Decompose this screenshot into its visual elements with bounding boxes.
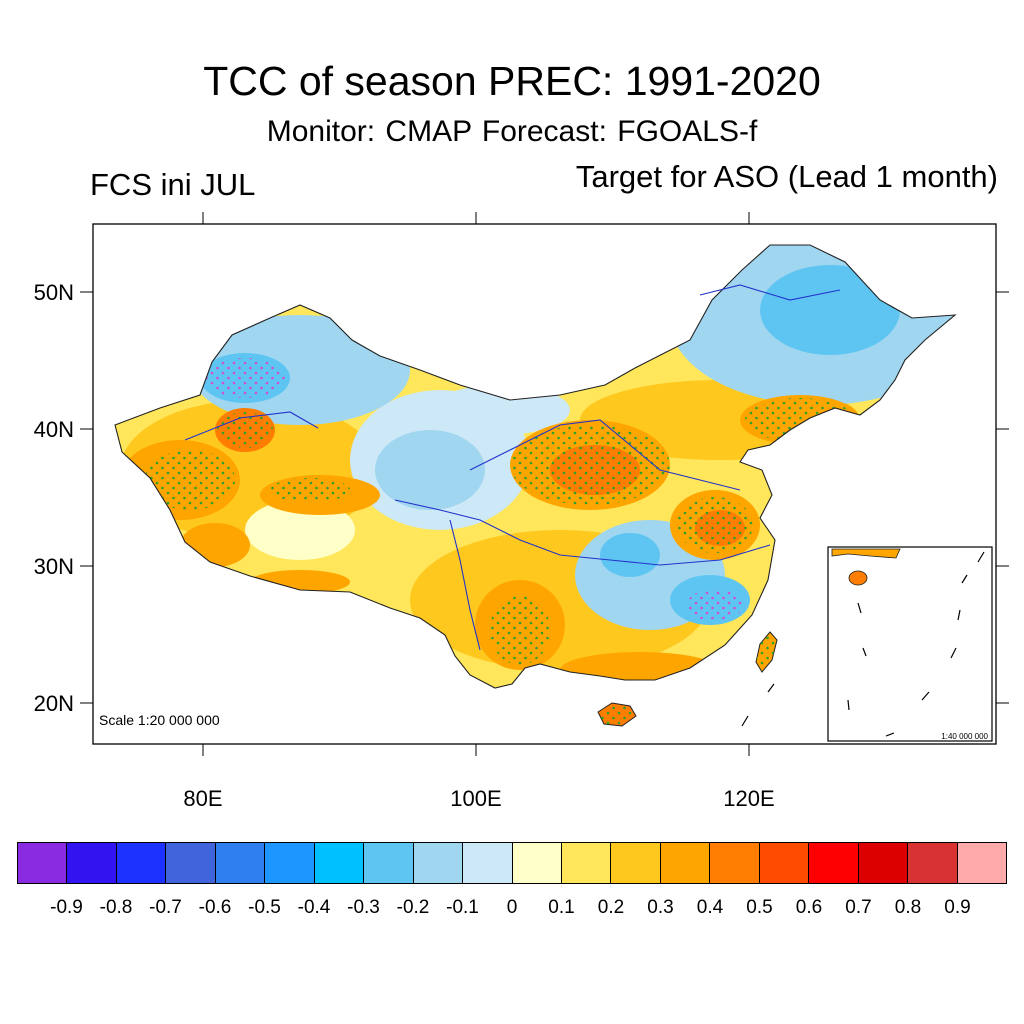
lon-label-80e: 80E (183, 786, 222, 811)
lon-label-120e: 120E (723, 786, 774, 811)
colorbar-label: 0.5 (746, 897, 773, 918)
colorbar-box (463, 843, 513, 883)
colorbar-box (166, 843, 216, 883)
colorbar-box (710, 843, 760, 883)
taiwan-stipple (756, 632, 777, 672)
colorbar-label: -0.6 (198, 897, 232, 918)
colorbar-label: 0.6 (795, 897, 823, 918)
colorbar-label: 0.4 (696, 897, 724, 918)
left-label: FCS ini JUL (90, 167, 256, 202)
colorbar-box (413, 843, 464, 883)
inset-coast (831, 548, 901, 559)
colorbar-label: -0.9 (50, 897, 83, 918)
lat-label-30n: 30N (34, 554, 74, 579)
colorbar-box (18, 843, 68, 883)
colorbar-label: 0 (506, 897, 518, 918)
colorbar-label: -0.4 (297, 897, 331, 918)
colorbar-box (116, 843, 167, 883)
colorbar-label: -0.2 (396, 897, 430, 918)
lon-label-100e: 100E (450, 786, 501, 811)
colorbar-label: 0.2 (597, 897, 625, 918)
colorbar-box (67, 843, 117, 883)
colorbar-label: 0.7 (845, 897, 872, 918)
lat-label-20n: 20N (34, 691, 74, 716)
lat-label-40n: 40N (34, 417, 74, 442)
colorbar-label: -0.1 (446, 897, 479, 918)
colorbar-box (265, 843, 315, 883)
colorbar-box (809, 843, 859, 883)
colorbar-box (660, 843, 711, 883)
colorbar-label: 0.8 (894, 897, 922, 918)
lat-ticks (80, 291, 1009, 704)
colorbar-label: -0.8 (99, 897, 133, 918)
colorbar-label: -0.3 (347, 897, 380, 918)
colorbar-box (512, 843, 562, 883)
inset-scale: 1:40 000 000 (941, 732, 988, 741)
colorbar-box (957, 843, 1007, 883)
colorbar-box (364, 843, 414, 883)
colorbar-label: 0.1 (548, 897, 575, 918)
colorbar-box (908, 843, 958, 883)
plot-title: TCC of season PREC: 1991-2020 (203, 58, 821, 104)
plot-subtitle: Monitor: CMAP Forecast: FGOALS-f (266, 115, 758, 148)
inset-dash-marks (847, 551, 985, 737)
colorbar-label: 0.3 (647, 897, 674, 918)
colorbar-label: -0.7 (149, 897, 182, 918)
colorbar-box (215, 843, 266, 883)
rivers (184, 284, 841, 651)
scale-label: Scale 1:20 000 000 (99, 712, 220, 728)
lat-label-50n: 50N (34, 280, 74, 305)
nine-dash-marks (741, 683, 775, 727)
colorbar-box (759, 843, 810, 883)
inset-hainan (848, 570, 868, 586)
lon-ticks (202, 212, 750, 756)
colorbar-box (314, 843, 365, 883)
colorbar-box (611, 843, 661, 883)
colorbar-label: 0.9 (944, 897, 971, 918)
china-outline (114, 244, 957, 689)
colorbar-label: -0.5 (248, 897, 281, 918)
hainan-stipple (598, 703, 636, 726)
colorbar-box (561, 843, 612, 883)
colorbar (17, 842, 1007, 884)
right-label: Target for ASO (Lead 1 month) (575, 159, 998, 194)
colorbar-box (858, 843, 909, 883)
